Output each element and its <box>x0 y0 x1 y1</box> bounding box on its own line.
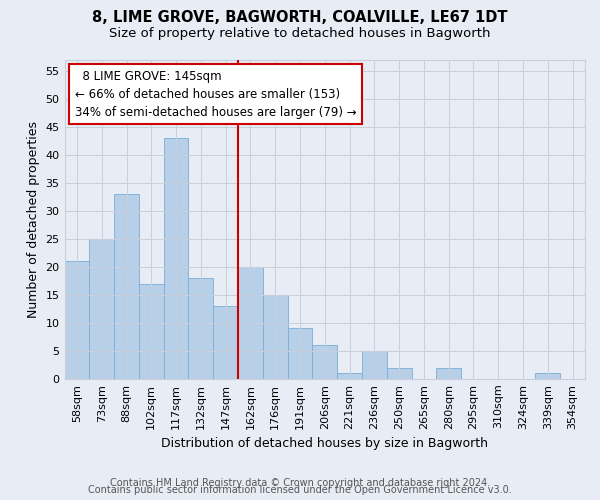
Text: Contains public sector information licensed under the Open Government Licence v3: Contains public sector information licen… <box>88 485 512 495</box>
Bar <box>362 351 387 379</box>
Bar <box>436 368 461 379</box>
Bar <box>535 373 560 379</box>
Text: 8, LIME GROVE, BAGWORTH, COALVILLE, LE67 1DT: 8, LIME GROVE, BAGWORTH, COALVILLE, LE67… <box>92 10 508 25</box>
Text: Contains HM Land Registry data © Crown copyright and database right 2024.: Contains HM Land Registry data © Crown c… <box>110 478 490 488</box>
Bar <box>188 278 213 379</box>
Bar <box>238 267 263 379</box>
Bar <box>65 262 89 379</box>
Bar <box>263 295 287 379</box>
Bar <box>313 345 337 379</box>
Bar <box>213 306 238 379</box>
Y-axis label: Number of detached properties: Number of detached properties <box>27 121 40 318</box>
Text: Size of property relative to detached houses in Bagworth: Size of property relative to detached ho… <box>109 28 491 40</box>
Bar <box>337 373 362 379</box>
Bar <box>89 239 114 379</box>
Bar <box>164 138 188 379</box>
Bar <box>387 368 412 379</box>
Bar <box>287 328 313 379</box>
X-axis label: Distribution of detached houses by size in Bagworth: Distribution of detached houses by size … <box>161 437 488 450</box>
Bar <box>139 284 164 379</box>
Text: 8 LIME GROVE: 145sqm
← 66% of detached houses are smaller (153)
34% of semi-deta: 8 LIME GROVE: 145sqm ← 66% of detached h… <box>75 70 356 118</box>
Bar <box>114 194 139 379</box>
